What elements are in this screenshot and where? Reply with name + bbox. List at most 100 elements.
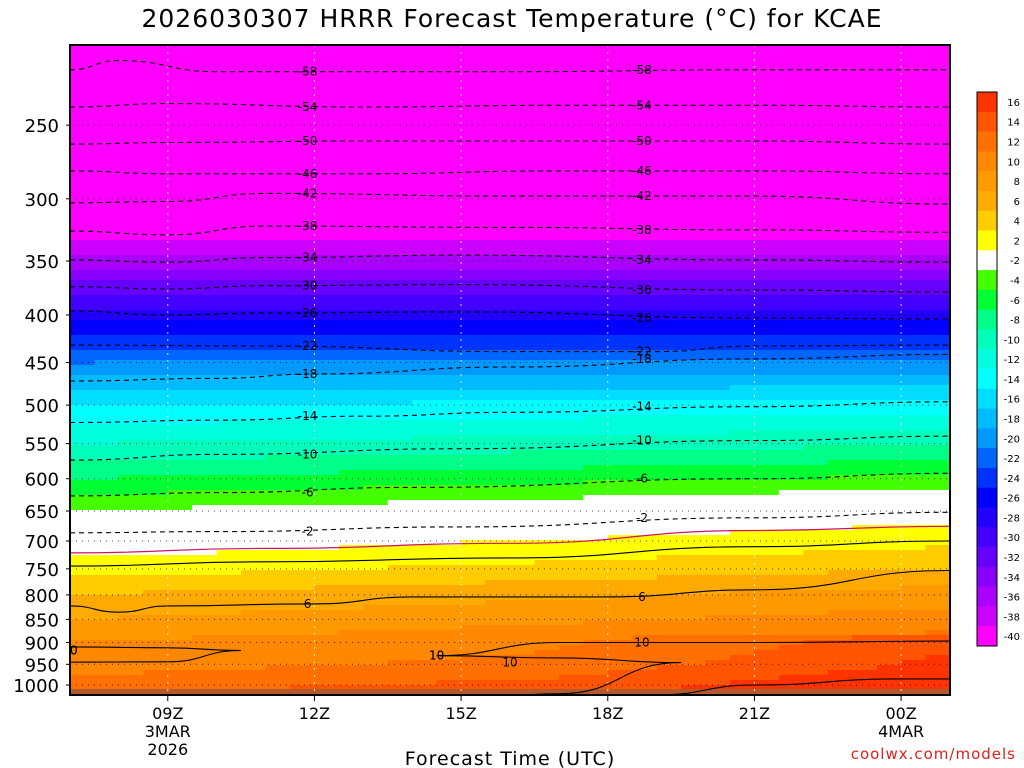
field-cell [778,320,804,326]
field-cell [412,625,438,631]
field-cell [167,430,193,436]
field-cell [852,350,878,356]
field-cell [803,315,829,321]
field-cell [803,415,829,421]
field-cell [363,420,389,426]
field-cell [925,585,950,591]
field-cell [803,650,829,656]
field-cell [70,250,95,256]
field-cell [925,340,950,346]
field-cell [485,680,511,686]
field-cell [485,535,511,541]
field-cell [363,220,389,226]
field-cell [607,125,633,131]
field-cell [632,500,658,506]
field-cell [412,410,438,416]
field-cell [387,160,413,166]
field-cell [70,285,95,291]
field-cell [436,475,462,481]
field-cell [778,620,804,626]
field-cell [558,65,584,71]
field-cell [436,525,462,531]
field-cell [705,130,731,136]
field-cell [607,240,633,246]
field-cell [461,620,487,626]
field-cell [583,460,609,466]
field-cell [876,280,902,286]
field-cell [681,435,707,441]
field-cell [167,340,193,346]
field-cell [803,135,829,141]
field-cell [387,295,413,301]
field-cell [94,630,120,636]
field-cell [192,345,218,351]
field-cell [901,60,927,66]
field-cell [632,385,658,391]
field-cell [143,385,169,391]
field-cell [681,620,707,626]
field-cell [265,80,291,86]
field-cell [241,415,267,421]
field-cell [730,245,755,251]
field-cell [290,490,315,496]
field-cell [876,70,902,76]
field-cell [558,275,584,281]
field-cell [387,400,413,406]
field-cell [876,190,902,196]
field-cell [754,540,780,546]
field-cell [730,510,755,516]
field-cell [583,220,609,226]
field-cell [705,470,731,476]
field-cell [754,145,780,151]
field-cell [436,75,462,81]
field-cell [94,575,120,581]
field-cell [705,520,731,526]
field-cell [167,550,193,556]
field-cell [338,395,364,401]
field-cell [338,200,364,206]
plot-frame [69,44,951,696]
field-cell [607,210,633,216]
field-cell [852,325,878,331]
field-cell [510,380,535,386]
field-cell [925,155,950,161]
field-cell [632,585,658,591]
field-cell [241,145,267,151]
field-cell [730,380,755,386]
field-cell [265,385,291,391]
field-cell [143,150,169,156]
field-cell [94,65,120,71]
field-cell [94,540,120,546]
field-cell [70,685,95,691]
field-cell [241,400,267,406]
field-cell [485,305,511,311]
field-cell [705,525,731,531]
field-cell [70,145,95,151]
isotherm-label: -26 [298,306,318,320]
field-cell [363,605,389,611]
field-cell [681,240,707,246]
field-cell [461,385,487,391]
field-cell [485,260,511,266]
isotherm-line [70,140,950,145]
field-cell [607,340,633,346]
field-cell [216,115,242,121]
field-cell [510,90,535,96]
isotherm-label: -34 [632,253,652,267]
field-cell [485,110,511,116]
field-cell [290,525,315,531]
field-cell [730,440,755,446]
field-cell [681,220,707,226]
y-tick-label: 850 [25,610,59,631]
field-cell [754,465,780,471]
field-cell [338,330,364,336]
field-cell [558,285,584,291]
field-cell [167,615,193,621]
field-cell [730,430,755,436]
field-cell [167,110,193,116]
field-cell [192,175,218,181]
field-cell [876,215,902,221]
field-cell [94,330,120,336]
field-cell [852,560,878,566]
field-cell [70,450,95,456]
